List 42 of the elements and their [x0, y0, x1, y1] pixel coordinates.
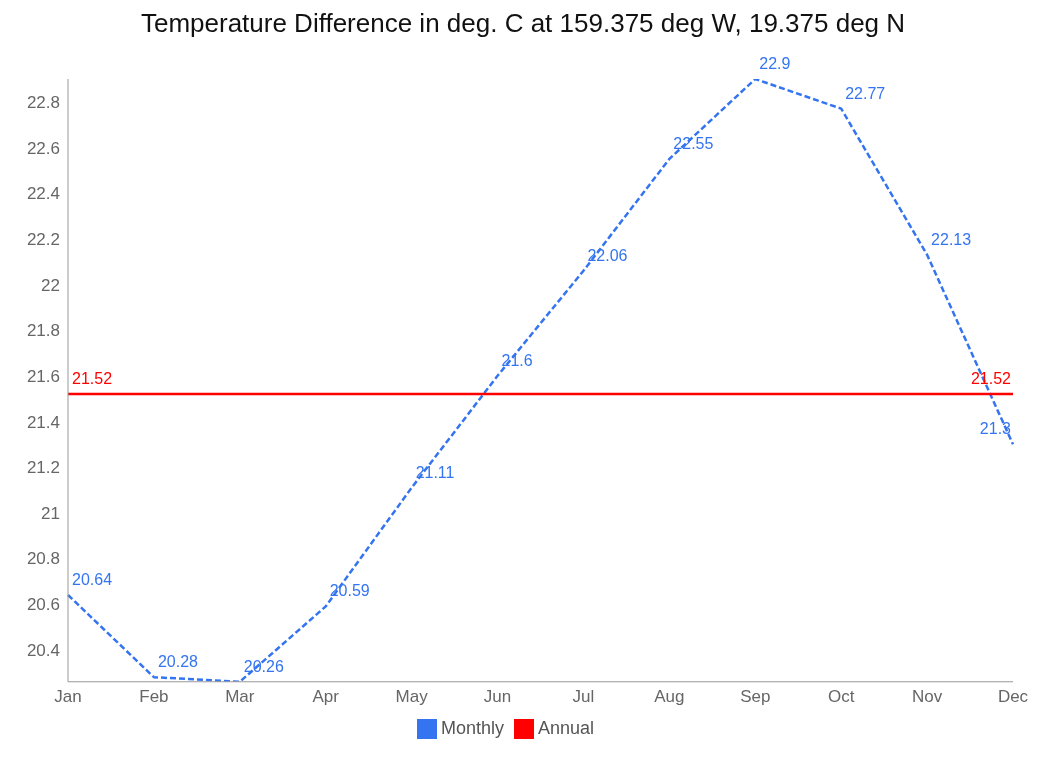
y-tick-label: 22.4	[26, 184, 60, 204]
x-tick-label: Jan	[54, 686, 82, 706]
data-label: 20.26	[243, 657, 284, 675]
x-tick-label: Dec	[997, 686, 1029, 706]
data-label: 21.11	[415, 463, 455, 481]
y-tick-label: 21.4	[26, 412, 60, 432]
data-label: 22.06	[587, 246, 628, 264]
x-tick-label: Apr	[312, 686, 340, 706]
y-tick-label: 21	[41, 503, 60, 523]
y-tick-label: 20.6	[26, 595, 60, 615]
line-series	[66, 79, 1015, 682]
y-tick-label: 21.8	[26, 321, 60, 341]
data-label: 21.52	[970, 370, 1012, 388]
x-tick-label: Feb	[139, 686, 169, 706]
y-tick-label: 20.4	[26, 640, 60, 660]
data-label: 20.64	[72, 570, 113, 588]
data-label: 20.59	[329, 582, 370, 600]
data-label: 22.77	[845, 84, 886, 102]
x-tick-label: Nov	[911, 686, 943, 706]
data-label: 22.55	[673, 134, 714, 152]
x-tick-label: Jul	[572, 686, 595, 706]
data-label: 22.13	[931, 230, 972, 248]
x-tick-label: Aug	[654, 686, 685, 706]
y-tick-label: 20.8	[26, 549, 60, 569]
x-tick-label: Mar	[225, 686, 255, 706]
data-label: 21.52	[72, 370, 113, 388]
data-label: 21.3	[979, 420, 1012, 438]
y-tick-label: 22.2	[26, 229, 60, 249]
legend-label: Monthly	[440, 717, 504, 738]
x-tick-label: Sep	[740, 686, 771, 706]
y-tick-label: 21.6	[26, 366, 60, 386]
legend-label: Annual	[537, 717, 595, 738]
y-tick-label: 22.6	[26, 138, 60, 158]
y-tick-label: 22	[41, 275, 60, 295]
x-tick-label: May	[395, 686, 429, 706]
y-tick-label: 21.2	[26, 458, 60, 478]
y-tick-label: 22.8	[26, 92, 60, 112]
data-label: 20.28	[157, 653, 199, 671]
x-tick-label: Oct	[827, 686, 855, 706]
chart-title: Temperature Difference in deg. C at 159.375 deg W, 19.375 deg N	[139, 8, 907, 39]
data-label: 22.9	[759, 55, 791, 72]
x-tick-label: Jun	[483, 686, 512, 706]
